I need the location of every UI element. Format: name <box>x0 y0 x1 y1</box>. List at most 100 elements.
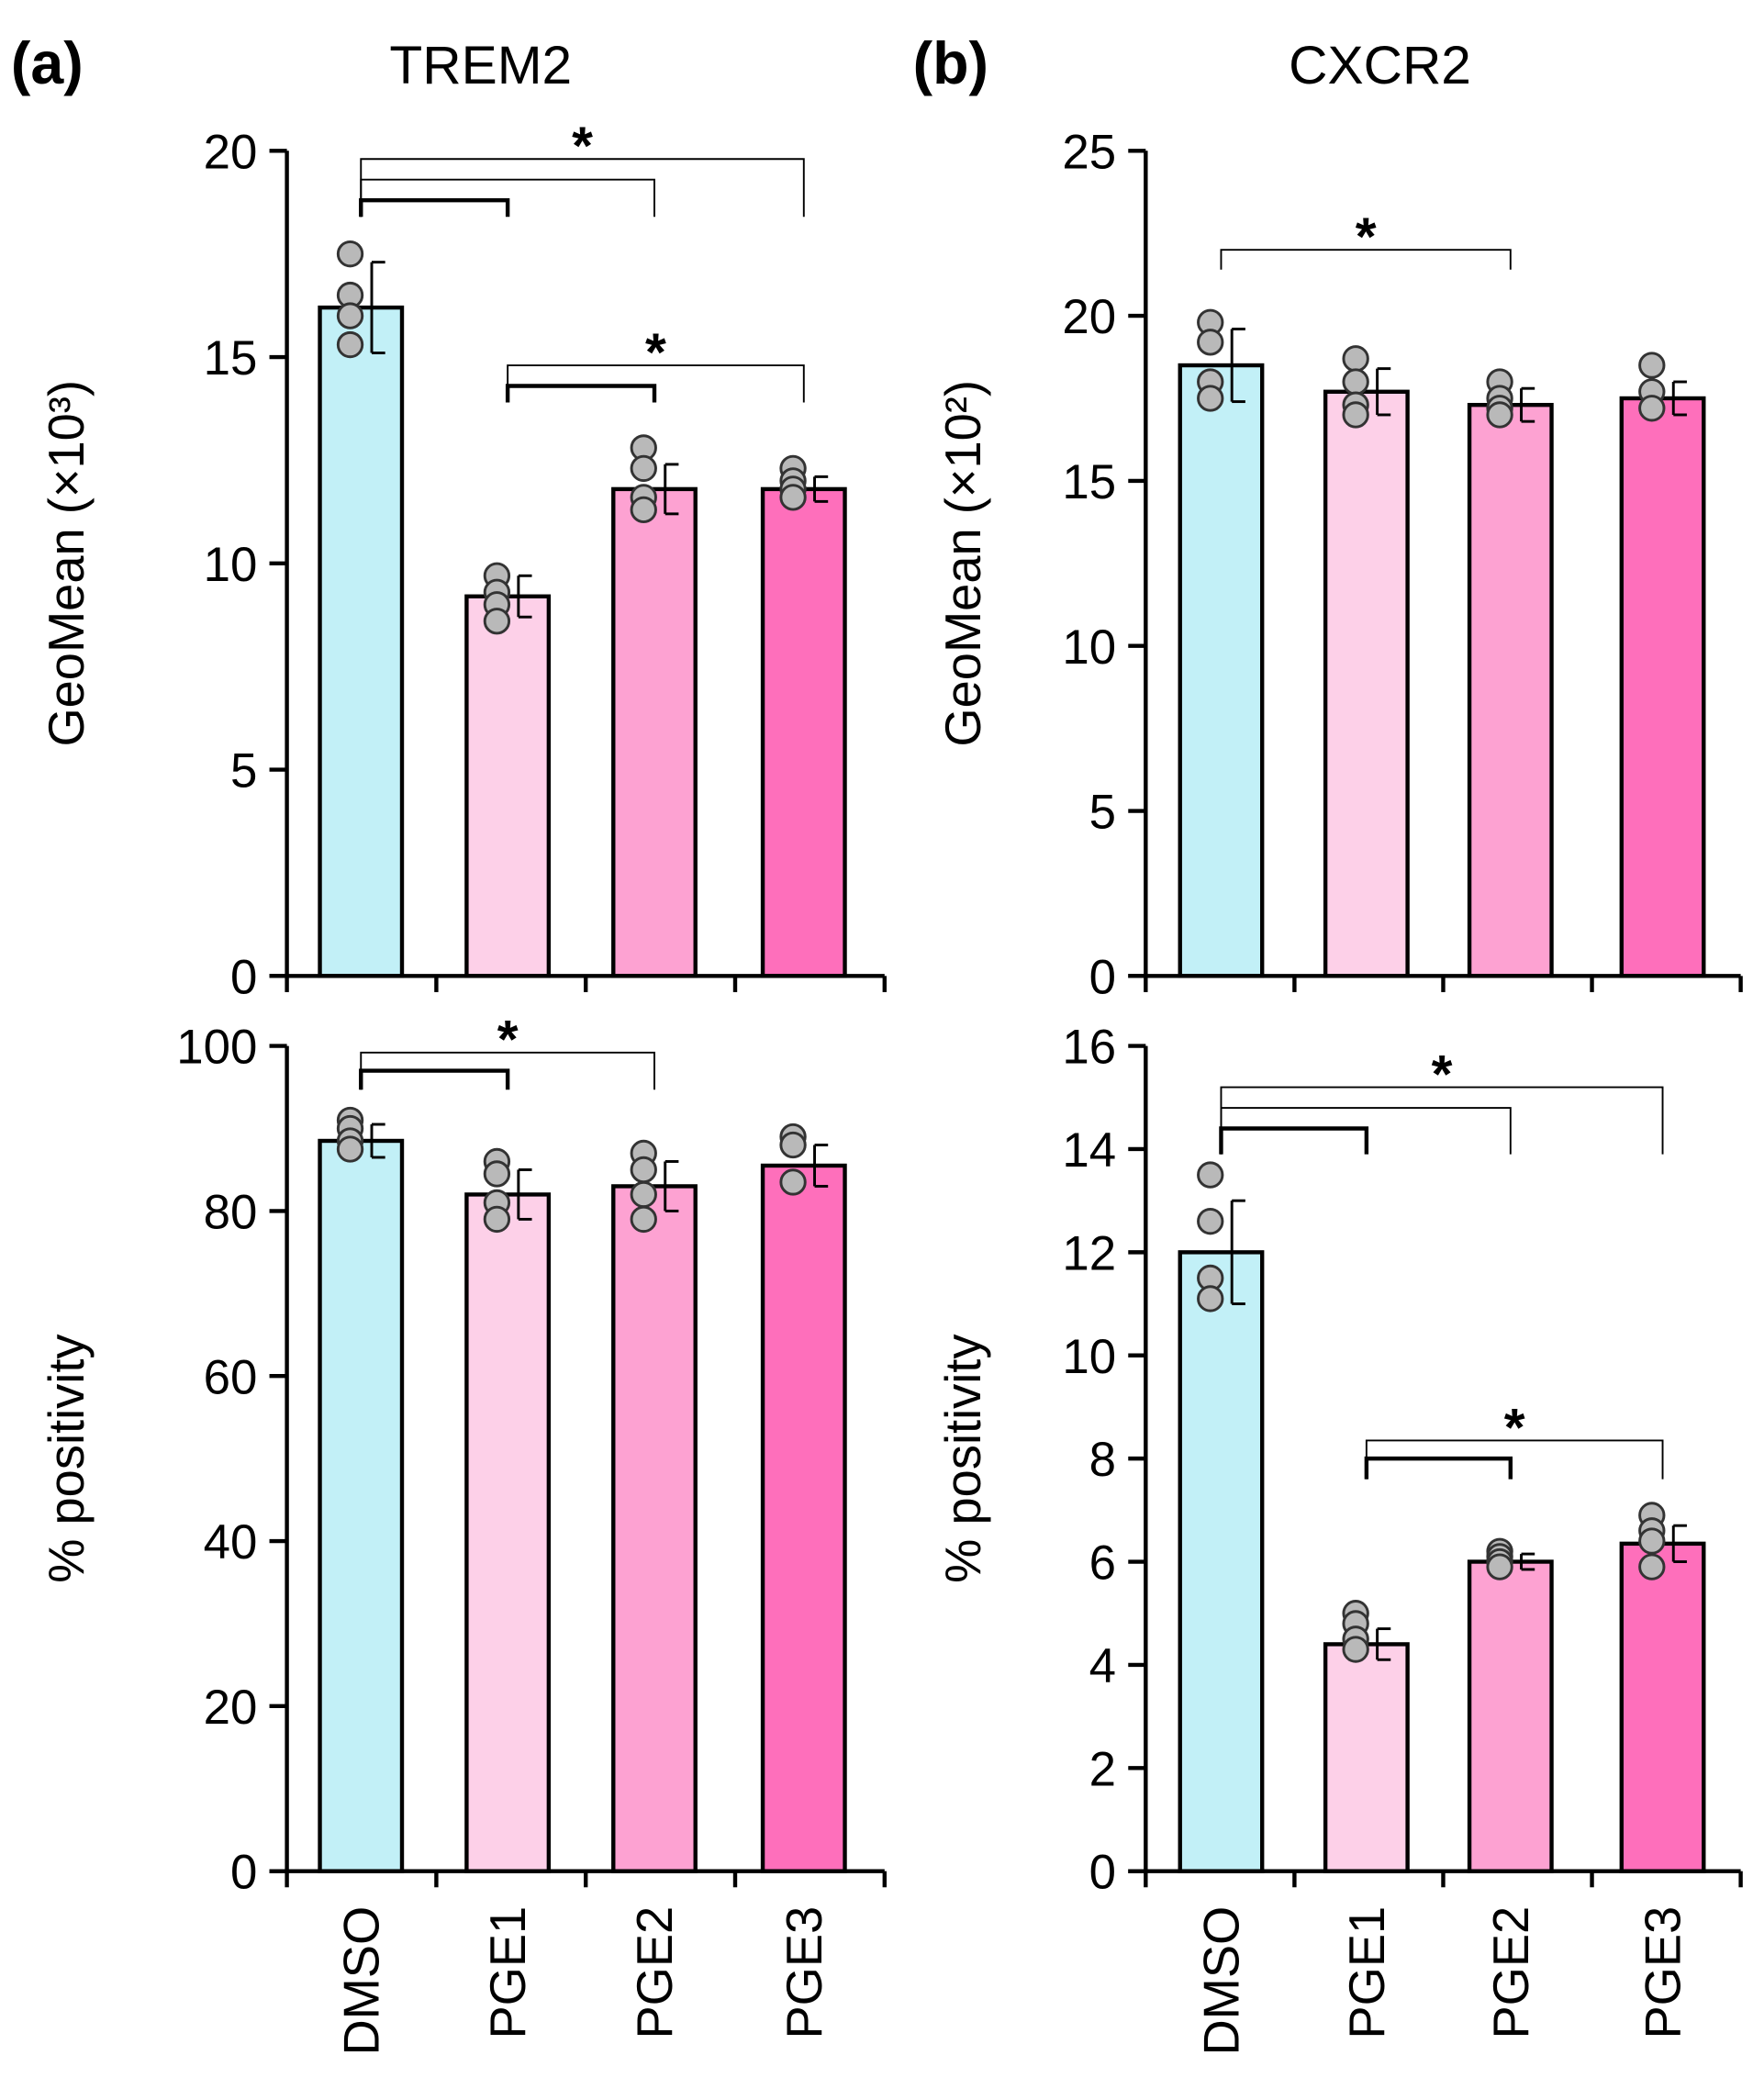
data-point <box>1486 1553 1513 1581</box>
plot-panel-2: 0 5 10 15 20 25 GeoMean (×10²) * <box>936 125 1743 1004</box>
y-tick-label: 15 <box>1062 455 1116 509</box>
data-point <box>1342 345 1369 373</box>
y-tick-label: 20 <box>204 1681 258 1735</box>
significance-star: * <box>1356 207 1377 267</box>
y-tick-label: 25 <box>1062 125 1116 179</box>
data-point <box>1197 1207 1224 1235</box>
data-point <box>630 1180 657 1209</box>
title-trem2: TREM2 <box>389 36 572 95</box>
y-tick-label: 16 <box>1062 1021 1116 1075</box>
significance-bracket <box>360 1051 655 1090</box>
significance-bracket <box>1219 1126 1369 1155</box>
y-tick-label: 14 <box>1062 1123 1116 1178</box>
x-tick-label-pge3: PGE3 <box>777 1906 832 2039</box>
data-point <box>1197 1285 1224 1312</box>
x-tick-label-pge3: PGE3 <box>1636 1906 1692 2039</box>
x-tick-label-pge2: PGE2 <box>628 1906 683 2039</box>
bar-pge3 <box>1619 1541 1706 1873</box>
data-point <box>1638 1527 1666 1555</box>
x-tick-label-pge1: PGE1 <box>481 1906 536 2039</box>
significance-bracket <box>359 198 510 218</box>
plot-panel-1: 0 20 40 60 80 100 % positivity DMSO PGE1 PGE2 PGE3… <box>39 1011 887 2056</box>
bar-dmso <box>1178 363 1265 978</box>
data-point <box>1197 329 1224 356</box>
significance-star: * <box>1432 1044 1453 1104</box>
y-tick-label: 20 <box>204 125 258 179</box>
significance-bracket <box>505 384 657 403</box>
y-tick-label: 0 <box>230 950 257 1004</box>
significance-bracket <box>1364 1456 1513 1480</box>
data-point <box>1486 401 1513 429</box>
y-tick-label: 80 <box>204 1185 258 1239</box>
data-point <box>336 302 364 330</box>
x-tick-label-dmso: DMSO <box>1195 1906 1250 2056</box>
data-point <box>779 484 807 511</box>
panel-label-b: (b) <box>913 30 988 96</box>
y-tick-label: 20 <box>1062 290 1116 344</box>
significance-bracket <box>1220 1086 1664 1155</box>
y-tick-label: 15 <box>204 331 258 385</box>
y-tick-label: 0 <box>1089 1846 1116 1900</box>
data-point <box>1342 1636 1369 1663</box>
y-tick-label: 8 <box>1089 1433 1116 1487</box>
x-tick-label-pge2: PGE2 <box>1484 1906 1539 2039</box>
y-tick-label: 0 <box>230 1846 257 1900</box>
data-point <box>630 496 657 524</box>
y-tick-label: 4 <box>1089 1639 1116 1693</box>
y-tick-label: 10 <box>1062 1330 1116 1384</box>
significance-bracket <box>1220 249 1512 270</box>
plot-panel-0: 0 5 10 15 20 GeoMean (×10³) * * <box>39 117 887 1004</box>
data-point <box>1638 395 1666 422</box>
significance-star: * <box>497 1011 519 1070</box>
y-axis-label: GeoMean (×10³) <box>39 380 95 747</box>
y-tick-label: 10 <box>204 538 258 592</box>
bar-pge2 <box>1467 1559 1554 1873</box>
bar-pge1 <box>1323 1642 1410 1873</box>
y-tick-label: 100 <box>176 1021 257 1075</box>
bar-pge1 <box>1323 389 1410 978</box>
data-point <box>1342 368 1369 396</box>
data-point <box>779 1131 807 1159</box>
data-point <box>483 1205 511 1234</box>
data-point <box>1197 1161 1224 1189</box>
significance-bracket <box>1365 1439 1664 1480</box>
significance-bracket <box>360 158 805 218</box>
x-tick-label-pge1: PGE1 <box>1340 1906 1395 2039</box>
bar-pge2 <box>1467 402 1554 978</box>
data-point <box>630 454 657 483</box>
data-point <box>779 1168 807 1196</box>
bar-pge3 <box>760 1163 847 1873</box>
bar-pge3 <box>1619 396 1706 978</box>
y-tick-label: 60 <box>204 1350 258 1404</box>
y-axis-label: % positivity <box>936 1334 991 1583</box>
y-tick-label: 6 <box>1089 1536 1116 1591</box>
y-tick-label: 12 <box>1062 1226 1116 1280</box>
bar-pge3 <box>760 486 847 978</box>
bar-dmso <box>318 1138 405 1873</box>
bar-pge1 <box>464 594 552 978</box>
bar-pge2 <box>611 486 698 978</box>
significance-star: * <box>1504 1398 1525 1458</box>
y-tick-label: 2 <box>1089 1742 1116 1796</box>
significance-star: * <box>572 117 593 176</box>
data-point <box>336 1135 364 1163</box>
data-point <box>336 330 364 359</box>
data-point <box>336 240 364 268</box>
significance-bracket <box>359 1068 510 1090</box>
data-point <box>630 1205 657 1234</box>
y-axis-label: GeoMean (×10²) <box>936 380 991 747</box>
significance-bracket <box>507 364 805 403</box>
title-cxcr2: CXCR2 <box>1289 36 1471 95</box>
y-tick-label: 0 <box>1089 950 1116 1004</box>
y-axis-label: % positivity <box>39 1334 95 1583</box>
data-point <box>1342 401 1369 429</box>
data-point <box>483 608 511 635</box>
y-tick-label: 5 <box>230 744 257 799</box>
data-point <box>630 1156 657 1184</box>
y-tick-label: 5 <box>1089 786 1116 840</box>
data-point <box>1197 385 1224 412</box>
bar-pge2 <box>611 1184 698 1873</box>
significance-star: * <box>645 323 666 383</box>
y-tick-label: 40 <box>204 1515 258 1569</box>
